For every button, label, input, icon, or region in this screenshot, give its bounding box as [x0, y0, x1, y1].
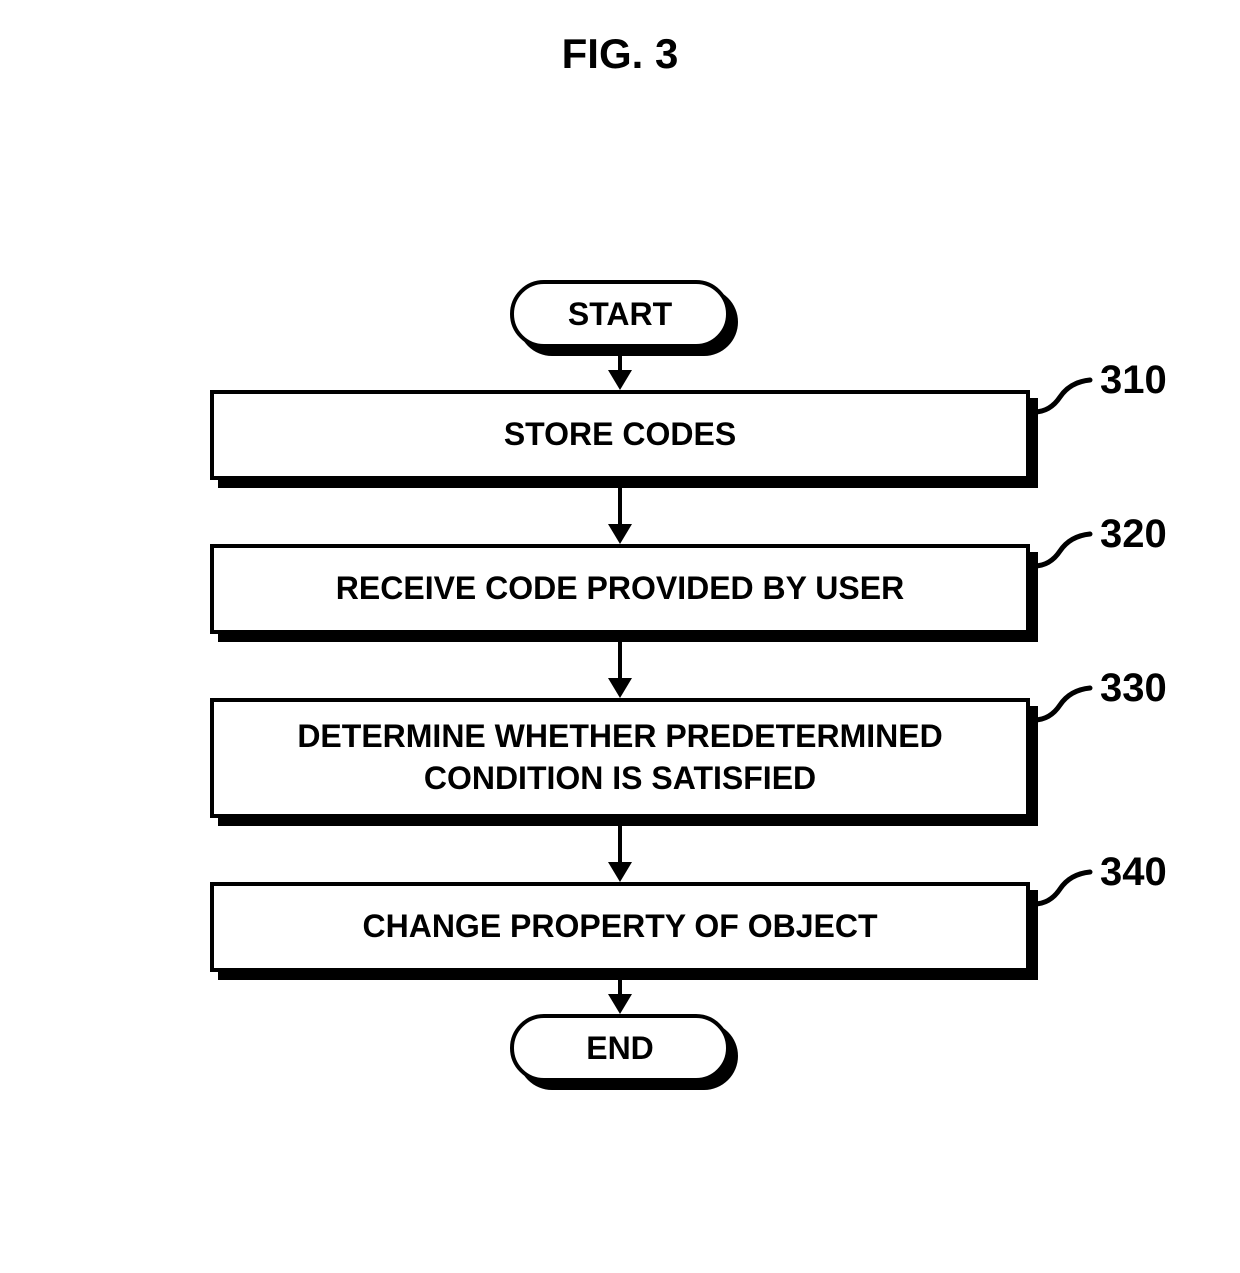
- s330-process: DETERMINE WHETHER PREDETERMINEDCONDITION…: [210, 698, 1030, 818]
- leader-line: [1030, 372, 1100, 422]
- arrow: [608, 972, 632, 1014]
- arrow: [608, 348, 632, 390]
- step-label-330: 330: [1100, 666, 1167, 711]
- start-terminal: START: [510, 280, 730, 348]
- leader-line: [1030, 864, 1100, 914]
- leader-line: [1030, 680, 1100, 730]
- arrow: [608, 634, 632, 698]
- end-terminal: END: [510, 1014, 730, 1082]
- leader-line: [1030, 526, 1100, 576]
- s340-process: CHANGE PROPERTY OF OBJECT: [210, 882, 1030, 972]
- arrow: [608, 818, 632, 882]
- step-label-340: 340: [1100, 850, 1167, 895]
- s310-process: STORE CODES: [210, 390, 1030, 480]
- step-label-310: 310: [1100, 358, 1167, 403]
- arrow: [608, 480, 632, 544]
- step-label-320: 320: [1100, 512, 1167, 557]
- s320-process: RECEIVE CODE PROVIDED BY USER: [210, 544, 1030, 634]
- figure-title: FIG. 3: [0, 30, 1240, 78]
- flowchart: STARTSTORE CODES310RECEIVE CODE PROVIDED…: [210, 280, 1030, 1082]
